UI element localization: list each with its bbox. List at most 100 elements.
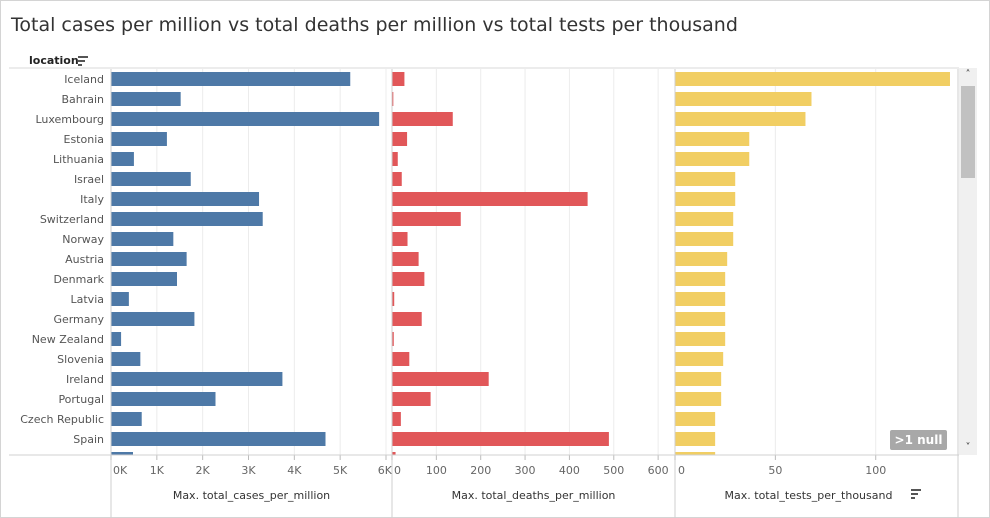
bar[interactable] [392,392,431,406]
tick-label: 50 [768,464,782,477]
location-header[interactable]: location [29,54,79,67]
bar[interactable] [675,212,734,226]
bar[interactable] [111,292,129,306]
bar[interactable] [392,112,453,126]
sort-icon[interactable] [78,56,88,66]
bar[interactable] [111,152,134,166]
category-label: Portugal [58,393,104,406]
bar[interactable] [675,292,726,306]
null-indicator-badge[interactable]: >1 null [890,430,947,450]
bar[interactable] [111,392,216,406]
category-label: Lithuania [53,153,104,166]
bar[interactable] [675,172,736,186]
bar[interactable] [111,432,326,446]
scroll-down-icon[interactable]: ˅ [965,442,971,453]
bar[interactable] [392,372,489,386]
bar[interactable] [675,272,726,286]
bar[interactable] [111,132,167,146]
bar[interactable] [111,272,177,286]
bar[interactable] [392,72,405,86]
category-label: Ireland [66,373,104,386]
bar[interactable] [392,232,408,246]
bar[interactable] [111,352,141,366]
tick-label: 600 [648,464,669,477]
tick-label: 6K [378,464,393,477]
bar[interactable] [392,352,410,366]
bar[interactable] [675,412,716,426]
tick-label: 500 [603,464,624,477]
category-label: Bahrain [61,93,104,106]
category-label: Norway [62,233,104,246]
bar[interactable] [675,232,734,246]
bar[interactable] [111,72,351,86]
category-label: Austria [65,253,104,266]
bar[interactable] [675,132,750,146]
bar[interactable] [111,92,181,106]
bar[interactable] [392,312,422,326]
tick-label: 3K [241,464,256,477]
bar[interactable] [392,152,398,166]
bar[interactable] [675,452,716,455]
bar[interactable] [392,172,402,186]
tick-label: 100 [426,464,447,477]
bar[interactable] [111,412,142,426]
bar[interactable] [392,92,394,106]
tick-label: 0 [394,464,401,477]
bar[interactable] [675,392,722,406]
tick-label: 100 [865,464,886,477]
bar[interactable] [392,272,425,286]
bar[interactable] [111,172,191,186]
bar[interactable] [111,112,380,126]
bar[interactable] [675,72,950,86]
bar[interactable] [111,192,260,206]
bar[interactable] [392,212,461,226]
bar[interactable] [675,372,722,386]
axis-title: Max. total_tests_per_thousand [725,489,893,502]
bar[interactable] [111,452,133,455]
tick-label: 2K [196,464,211,477]
bar[interactable] [392,192,588,206]
bar[interactable] [111,332,122,346]
bar[interactable] [675,252,728,266]
scroll-up-icon[interactable]: ˄ [965,69,971,80]
tick-label: 300 [515,464,536,477]
tick-label: 1K [150,464,165,477]
bar[interactable] [392,332,394,346]
bar[interactable] [675,92,812,106]
bar[interactable] [392,452,396,455]
category-label: Estonia [64,133,105,146]
bar[interactable] [675,192,736,206]
category-label: Iceland [64,73,104,86]
category-label: Czech Republic [20,413,104,426]
bar[interactable] [392,432,609,446]
bar[interactable] [675,112,806,126]
bar[interactable] [675,332,726,346]
axis-title: Max. total_deaths_per_million [452,489,616,502]
tick-label: 4K [287,464,302,477]
category-label: Germany [53,313,104,326]
bar[interactable] [675,432,716,446]
sort-icon[interactable] [911,489,921,499]
tick-label: 200 [470,464,491,477]
category-label: Slovenia [57,353,104,366]
bar[interactable] [675,312,726,326]
bar[interactable] [392,412,401,426]
bar[interactable] [111,312,195,326]
tick-label: 0 [678,464,685,477]
category-label: Switzerland [40,213,104,226]
bar[interactable] [392,292,395,306]
bar[interactable] [111,212,263,226]
bar[interactable] [392,132,408,146]
scroll-thumb[interactable] [961,86,975,178]
bar[interactable] [111,232,174,246]
bar[interactable] [675,352,724,366]
category-label: Denmark [53,273,104,286]
scrollbar[interactable]: ˄ ˅ [959,68,977,455]
bar[interactable] [111,252,187,266]
bar[interactable] [111,372,283,386]
chart-title: Total cases per million vs total deaths … [11,14,738,36]
axis-title: Max. total_cases_per_million [173,489,330,502]
bar[interactable] [675,152,750,166]
bar[interactable] [392,252,419,266]
